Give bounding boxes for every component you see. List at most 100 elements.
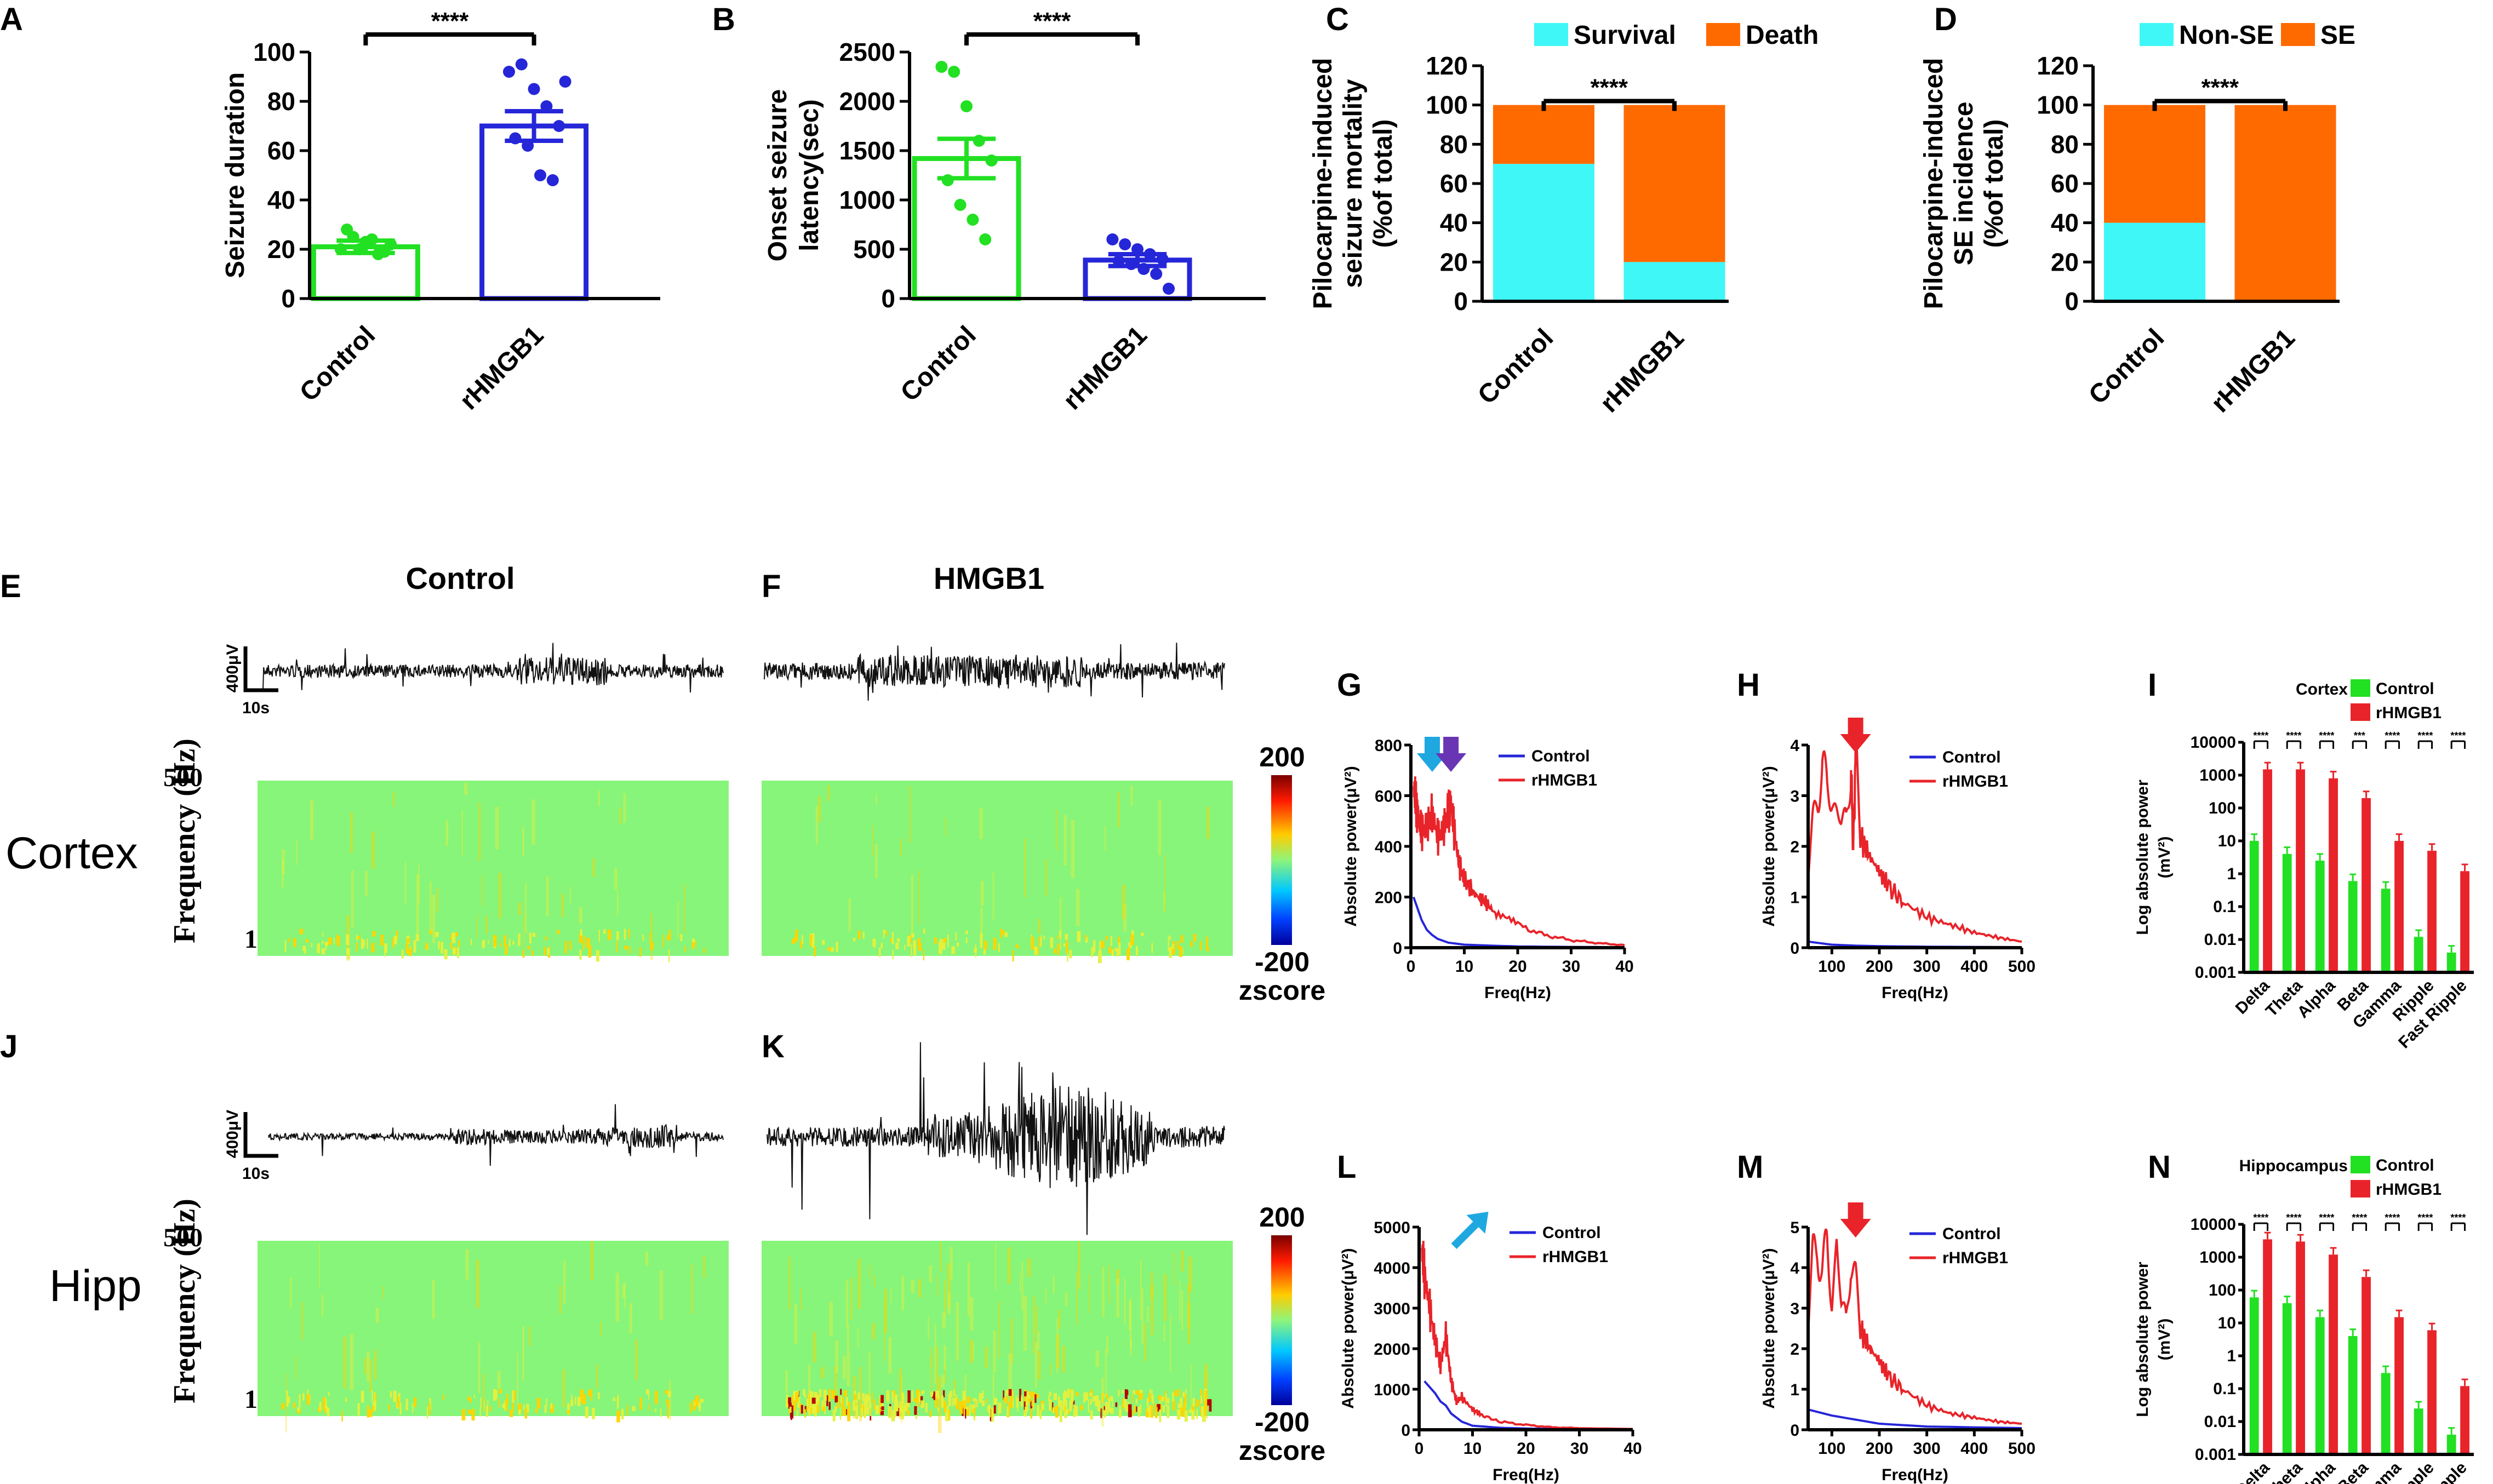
spectrogram-mark bbox=[1188, 1409, 1192, 1413]
spectrogram-mark bbox=[418, 863, 420, 904]
legend-label: Control bbox=[1531, 747, 1590, 765]
spectrogram-mark bbox=[357, 936, 361, 939]
spectrogram-mark bbox=[936, 1346, 939, 1401]
colorbar bbox=[1271, 775, 1292, 945]
spectrogram-mark bbox=[937, 1377, 942, 1434]
spectrogram-mark bbox=[450, 934, 453, 941]
spectrogram-mark bbox=[1101, 1393, 1105, 1403]
spectrogram-mark bbox=[1071, 1396, 1073, 1407]
panel-label-k: K bbox=[762, 1029, 785, 1064]
spectrogram-mark bbox=[1191, 1410, 1194, 1416]
spectrogram-mark bbox=[956, 1302, 959, 1361]
spectrogram-mark bbox=[862, 1405, 865, 1413]
spectrogram-mark bbox=[942, 1313, 946, 1329]
spectrogram-mark bbox=[1104, 826, 1106, 850]
spectrogram-mark bbox=[881, 1406, 884, 1411]
spectrogram-mark bbox=[504, 1400, 506, 1411]
y-tick-label: 120 bbox=[1426, 51, 1468, 80]
spectrogram-mark bbox=[311, 943, 313, 947]
spectrogram-mark bbox=[569, 886, 571, 904]
spectrogram-mark bbox=[800, 941, 803, 949]
spectrogram bbox=[762, 781, 1233, 956]
spectrogram-mark bbox=[788, 1257, 791, 1310]
spectrogram-mark bbox=[327, 1407, 330, 1417]
spectrogram-mark bbox=[550, 1403, 552, 1409]
spectrogram-mark bbox=[1031, 1400, 1033, 1406]
y-axis-label: Absolute power(μV²) bbox=[1339, 1248, 1357, 1408]
x-tick-label: 40 bbox=[1623, 1440, 1642, 1458]
spectrogram-mark bbox=[1131, 930, 1134, 937]
spectrogram-mark bbox=[1055, 1405, 1059, 1418]
spectrogram-mark bbox=[517, 1353, 518, 1406]
spectrogram-mark bbox=[350, 1334, 354, 1391]
bar-control bbox=[2446, 1434, 2456, 1454]
spectrogram-mark bbox=[1165, 1394, 1167, 1406]
spectrogram-mark bbox=[1134, 1405, 1136, 1413]
spectrogram-mark bbox=[413, 939, 416, 953]
data-point bbox=[1143, 248, 1156, 260]
series-line-rhmgb1 bbox=[1420, 1241, 1633, 1430]
data-point bbox=[948, 66, 960, 78]
spectrogram-mark bbox=[840, 1395, 842, 1403]
spectrogram-mark bbox=[1009, 1395, 1013, 1408]
spectrogram-mark bbox=[397, 1396, 399, 1407]
bar-control bbox=[2381, 1373, 2391, 1454]
spectrogram-mark bbox=[861, 1403, 864, 1417]
y-tick-label: 1000 bbox=[2199, 766, 2236, 784]
spectrogram-mark bbox=[944, 1401, 947, 1413]
spectrogram-mark bbox=[432, 1279, 435, 1319]
spectrogram-mark bbox=[665, 1399, 667, 1403]
spectrogram-mark bbox=[310, 800, 314, 840]
panel-label-h: H bbox=[1737, 667, 1760, 703]
spectrogram-mark bbox=[1062, 1345, 1066, 1373]
spectrogram-mark bbox=[1090, 1410, 1093, 1420]
x-tick-label: 500 bbox=[2008, 958, 2035, 976]
spectrogram-mark bbox=[894, 1405, 896, 1418]
spectrogram-mark bbox=[1150, 1271, 1153, 1298]
spectrogram-mark bbox=[650, 913, 653, 960]
y-tick-label: 600 bbox=[1375, 788, 1402, 806]
y-tick-label: 20 bbox=[1440, 248, 1468, 276]
spectrogram-mark bbox=[891, 1391, 894, 1403]
spectrogram-mark bbox=[532, 933, 536, 937]
spectrogram-mark bbox=[874, 844, 878, 879]
spectrogram-mark bbox=[599, 1322, 602, 1336]
spectrogram-mark bbox=[1130, 1338, 1132, 1355]
spectrogram-mark bbox=[1177, 1403, 1182, 1408]
spectrogram-mark bbox=[1101, 1377, 1104, 1426]
spectrogram-mark bbox=[559, 1286, 562, 1314]
spectrogram-mark bbox=[1156, 1404, 1160, 1412]
spectrogram-mark bbox=[324, 1397, 327, 1411]
spectrogram-mark bbox=[1110, 1407, 1114, 1414]
spectrogram-mark bbox=[1108, 1407, 1112, 1413]
significance-stars: *** bbox=[2354, 730, 2365, 741]
bar-control bbox=[2446, 952, 2456, 972]
legend-label: Survival bbox=[1574, 21, 1676, 50]
spectrogram-mark bbox=[1138, 1393, 1140, 1400]
spectrogram-mark bbox=[918, 943, 922, 951]
y-label-line: Log absolute power bbox=[2134, 780, 2152, 935]
spectrogram-mark bbox=[582, 939, 585, 951]
spectrogram-mark bbox=[1135, 1399, 1138, 1404]
spectrogram-mark bbox=[947, 935, 949, 948]
spectrogram-mark bbox=[1116, 1279, 1119, 1317]
spectrogram-mark bbox=[1116, 1269, 1120, 1285]
freq-min-label: 1 bbox=[244, 925, 258, 954]
colorbar-unit-label: zscore bbox=[1239, 1435, 1325, 1466]
spectrogram-mark bbox=[388, 1404, 390, 1411]
spectrogram-mark bbox=[981, 1400, 985, 1407]
spectrogram-mark bbox=[1090, 1389, 1093, 1393]
spectrogram-mark bbox=[1063, 1391, 1068, 1399]
spectrogram-mark bbox=[862, 931, 865, 939]
y-tick-label: 4000 bbox=[1374, 1259, 1410, 1277]
spectrogram-mark bbox=[1099, 941, 1101, 952]
bar-control bbox=[2282, 853, 2292, 972]
spectrogram-mark bbox=[668, 949, 670, 962]
spectrogram-mark bbox=[649, 932, 651, 944]
spectrogram-mark bbox=[483, 1373, 485, 1412]
spectrogram-mark bbox=[476, 915, 478, 938]
spectrogram-mark bbox=[890, 938, 892, 943]
spectrogram-mark bbox=[694, 1402, 696, 1406]
spectrogram-mark bbox=[974, 1408, 976, 1417]
